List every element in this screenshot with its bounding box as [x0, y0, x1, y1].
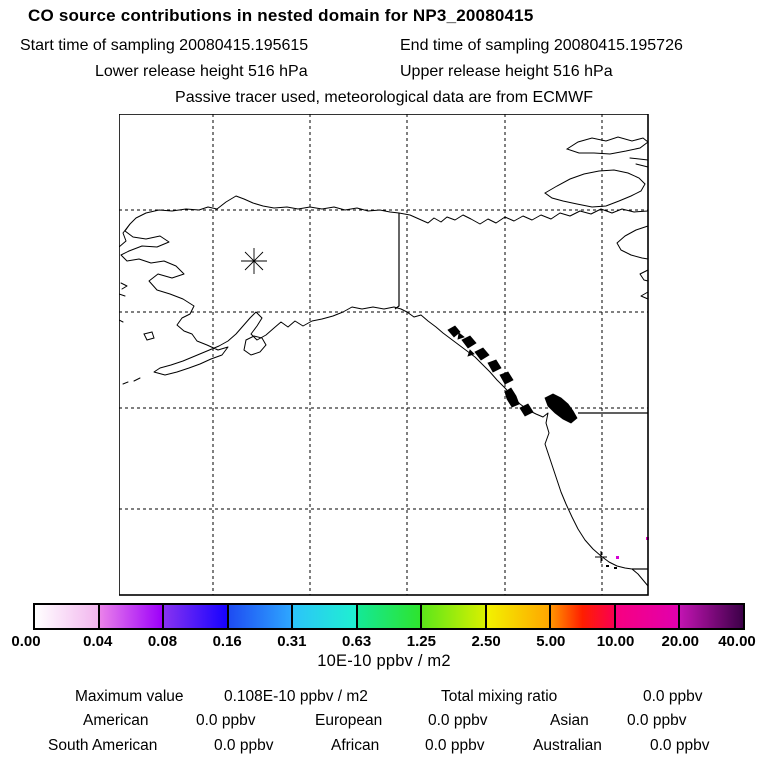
region-name: South American — [48, 737, 158, 754]
region-value: 0.0 ppbv — [650, 737, 710, 754]
colorbar-tick-label: 40.00 — [718, 633, 756, 650]
map-canvas — [119, 114, 649, 596]
contribution-hotspot — [616, 556, 619, 559]
panhandle-islands — [447, 325, 534, 417]
colorbar-segment — [164, 605, 229, 628]
colorbar-segment — [486, 605, 552, 628]
aleutian-islands — [122, 381, 129, 385]
total-ratio-value: 0.0 ppbv — [643, 688, 703, 705]
region-value: 0.0 ppbv — [425, 737, 485, 754]
kodiak-island — [243, 335, 267, 356]
colorbar-segment — [422, 605, 487, 628]
map-markers — [241, 248, 649, 563]
colorbar-tick-label: 10.00 — [596, 633, 635, 650]
colorbar-segment — [551, 605, 616, 628]
colorbar-tick-label: 0.16 — [212, 633, 242, 650]
lower-release-label: Lower release height 516 hPa — [95, 63, 308, 80]
region-value: 0.0 ppbv — [196, 712, 256, 729]
colorbar-segment — [99, 605, 165, 628]
map-frame — [119, 114, 649, 596]
arctic-islands — [544, 136, 649, 300]
channel-islands — [606, 565, 609, 567]
region-value: 0.0 ppbv — [428, 712, 488, 729]
colorbar-segment — [680, 605, 744, 628]
tracer-note: Passive tracer used, meteorological data… — [175, 89, 593, 106]
region-name: African — [331, 737, 380, 754]
colorbar-tick-label: 0.63 — [342, 633, 372, 650]
colorbar-tick-label: 20.00 — [661, 633, 700, 650]
colorbar-units: 10E-10 ppbv / m2 — [317, 652, 451, 670]
region-value: 0.0 ppbv — [214, 737, 274, 754]
max-value: 0.108E-10 ppbv / m2 — [224, 688, 368, 705]
colorbar — [33, 603, 745, 630]
colorbar-segment — [615, 605, 681, 628]
region-name: Asian — [550, 712, 589, 729]
region-value: 0.0 ppbv — [627, 712, 687, 729]
end-time-label: End time of sampling 20080415.195726 — [400, 37, 683, 54]
colorbar-tick-label: 1.25 — [406, 633, 436, 650]
colorbar-tick-label: 0.08 — [147, 633, 178, 650]
start-time-label: Start time of sampling 20080415.195615 — [20, 37, 309, 54]
region-name: European — [315, 712, 383, 729]
region-name: American — [83, 712, 149, 729]
total-ratio-label: Total mixing ratio — [441, 688, 558, 705]
colorbar-tick-label: 5.00 — [536, 633, 566, 650]
coastline-west — [120, 223, 649, 587]
coastline-north — [119, 195, 649, 248]
upper-release-label: Upper release height 516 hPa — [400, 63, 613, 80]
colorbar-tick-label: 0.04 — [83, 633, 113, 650]
left-edge-islets — [119, 293, 126, 297]
colorbar-tick-label: 0.31 — [277, 633, 307, 650]
colorbar-segment — [357, 605, 423, 628]
vancouver-island — [544, 393, 578, 424]
region-name: Australian — [533, 737, 602, 754]
nunivak-island — [143, 331, 155, 341]
colorbar-segment — [293, 605, 358, 628]
channel-islands — [614, 567, 617, 569]
colorbar-segment — [35, 605, 100, 628]
figure-title: CO source contributions in nested domain… — [28, 6, 534, 25]
alaska-canada-border — [394, 213, 400, 310]
colorbar-tick-label: 2.50 — [471, 633, 501, 650]
colorbar-ticks: 0.00 0.04 0.08 0.16 0.31 0.63 1.25 2.50 5.00 10.0… — [0, 633, 768, 653]
release-point-asterisk-marker — [244, 251, 264, 271]
colorbar-tick-label: 0.00 — [11, 633, 41, 650]
colorbar-segment — [228, 605, 294, 628]
left-edge-islets — [120, 282, 128, 290]
max-value-label: Maximum value — [75, 688, 184, 705]
aleutian-islands — [133, 377, 141, 382]
